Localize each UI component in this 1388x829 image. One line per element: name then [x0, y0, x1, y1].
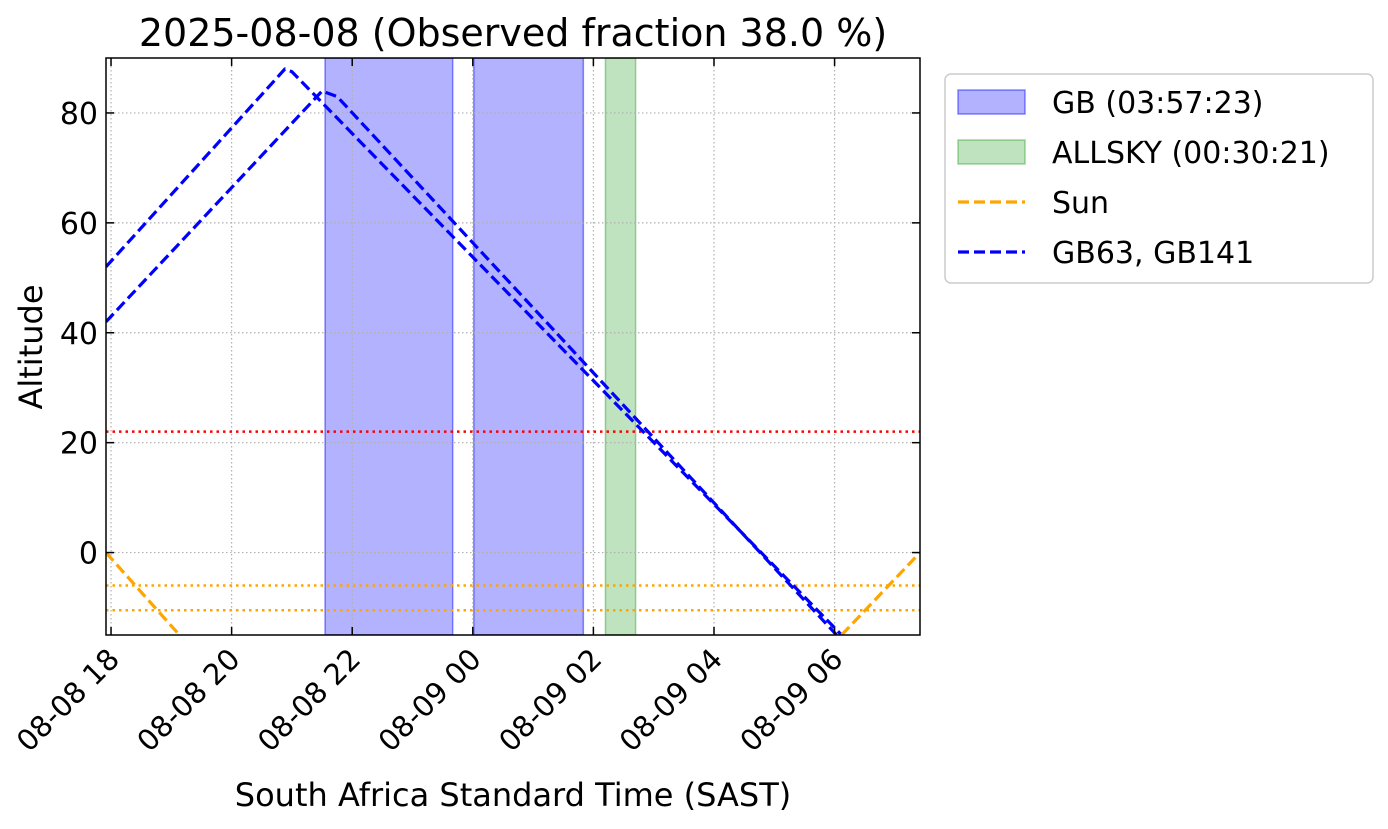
legend-label-0: GB (03:57:23): [1052, 86, 1264, 121]
legend-frame: [944, 73, 1374, 284]
series-line-0: [106, 551, 181, 635]
legend-swatch-0: [957, 89, 1026, 115]
grid: [106, 58, 920, 635]
series-line-2: [106, 89, 838, 635]
series-line-1: [106, 67, 843, 635]
series-lines: [106, 67, 920, 635]
span-allsky-2: [604, 58, 637, 635]
series-line-3: [840, 551, 920, 635]
y-tick-label-2: 40: [60, 317, 98, 352]
x-tick-label-3: 08-09 00: [372, 642, 488, 758]
threshold-lines: [106, 430, 920, 612]
x-tick-label-2: 08-08 22: [251, 642, 367, 758]
chart-title: 2025-08-08 (Observed fraction 38.0 %): [139, 11, 887, 55]
y-tick-label-4: 80: [60, 97, 98, 132]
plot-frame: [105, 57, 921, 636]
legend-label-3: GB63, GB141: [1052, 236, 1254, 271]
legend-label-2: Sun: [1052, 186, 1109, 221]
legend: GB (03:57:23) ALLSKY (00:30:21) Sun GB63, G…: [944, 73, 1374, 284]
x-tick-label-1: 08-08 20: [130, 642, 246, 758]
legend-label-1: ALLSKY (00:30:21): [1052, 136, 1330, 171]
x-axis-label: South Africa Standard Time (SAST): [235, 776, 791, 814]
x-tick-label-5: 08-09 04: [613, 642, 729, 758]
observation-spans: [324, 58, 637, 635]
y-axis-label: Altitude: [12, 284, 50, 409]
x-tick-label-6: 08-09 06: [733, 642, 849, 758]
span-gb-1: [473, 58, 585, 635]
legend-swatch-1: [957, 139, 1026, 165]
axis-ticks: 08-08 18 08-08 20 08-08 22 08-09 00 08-09 02…: [10, 58, 920, 758]
y-tick-label-3: 60: [60, 207, 98, 242]
y-tick-label-0: 0: [79, 537, 98, 572]
span-gb-0: [324, 58, 454, 635]
x-tick-label-0: 08-08 18: [10, 642, 126, 758]
x-tick-label-4: 08-09 02: [492, 642, 608, 758]
y-tick-label-1: 20: [60, 427, 98, 462]
